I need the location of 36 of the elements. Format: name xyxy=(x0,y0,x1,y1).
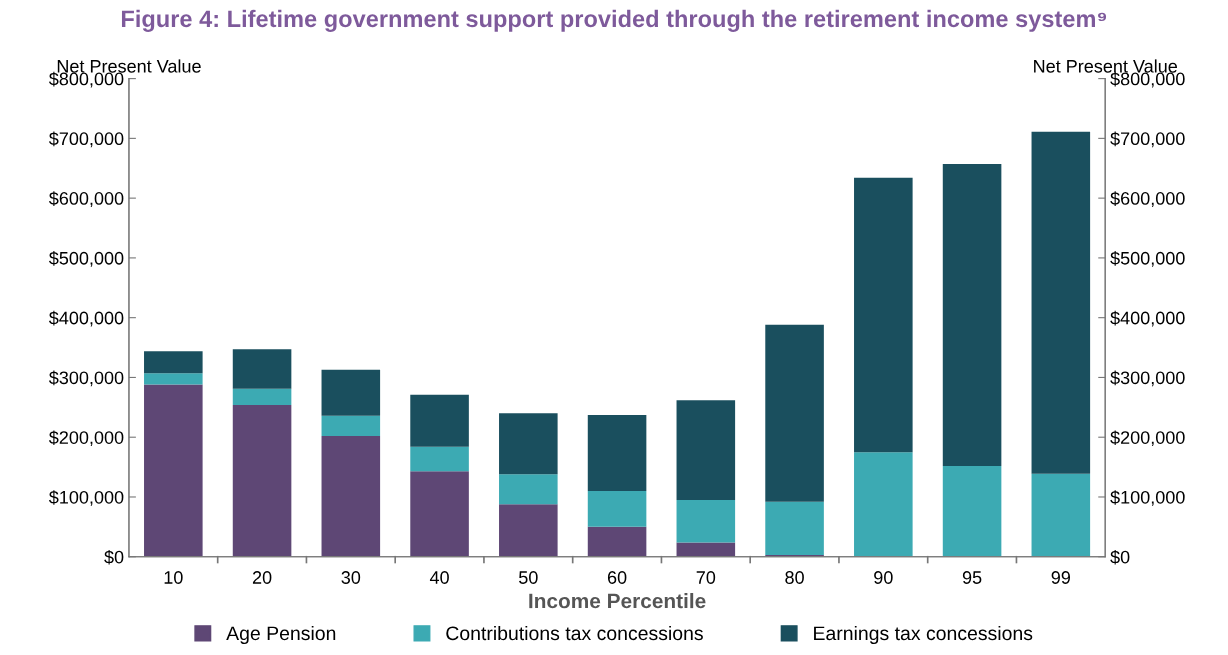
x-tick-label: 50 xyxy=(519,571,538,584)
y-tick-label: $400,000 xyxy=(48,310,124,327)
x-tick-label: 80 xyxy=(785,571,804,584)
x-tick-label: 70 xyxy=(696,571,716,584)
y2-tick-label: $0 xyxy=(1110,549,1130,565)
y-tick-label: $800,000 xyxy=(48,71,124,88)
x-tick-label: 30 xyxy=(341,571,361,584)
y-tick-label: $300,000 xyxy=(48,370,124,387)
x-tick-label: 10 xyxy=(164,571,183,584)
y2-tick-label: $300,000 xyxy=(1110,370,1185,387)
x-axis-title: Income Percentile xyxy=(529,593,706,609)
x-tick-label: 99 xyxy=(1051,571,1071,584)
y2-tick-label: $600,000 xyxy=(1110,191,1185,207)
x-tick-label: 60 xyxy=(607,571,627,584)
x-tick-label: 90 xyxy=(874,571,893,584)
y2-tick-label: $100,000 xyxy=(1110,490,1185,506)
x-tick-label: 20 xyxy=(252,571,272,584)
legend-label: Contributions tax concessions xyxy=(446,625,703,641)
chart-title: Figure 4: Lifetime government support provided through the retirement income system⁹ xyxy=(121,9,1107,32)
x-tick-label: 40 xyxy=(429,571,449,584)
y2-tick-label: $400,000 xyxy=(1110,310,1185,327)
y2-tick-label: $800,000 xyxy=(1110,71,1185,88)
y-axis-title: Net Present Value xyxy=(57,59,201,73)
y2-tick-label: $700,000 xyxy=(1110,131,1185,148)
y2-axis-title: Net Present Value xyxy=(1034,59,1177,73)
y-tick-label: $500,000 xyxy=(48,251,124,267)
y-tick-label: $200,000 xyxy=(48,430,124,447)
y2-tick-label: $200,000 xyxy=(1110,430,1185,447)
y-tick-label: $700,000 xyxy=(48,131,124,148)
legend-label: Age Pension xyxy=(226,625,336,645)
x-tick-label: 95 xyxy=(962,571,982,584)
legend-label: Earnings tax concessions xyxy=(814,625,1033,645)
y2-tick-label: $500,000 xyxy=(1110,251,1185,267)
y-tick-label: $0 xyxy=(104,549,124,565)
y-tick-label: $100,000 xyxy=(48,490,124,506)
y-tick-label: $600,000 xyxy=(48,191,124,207)
